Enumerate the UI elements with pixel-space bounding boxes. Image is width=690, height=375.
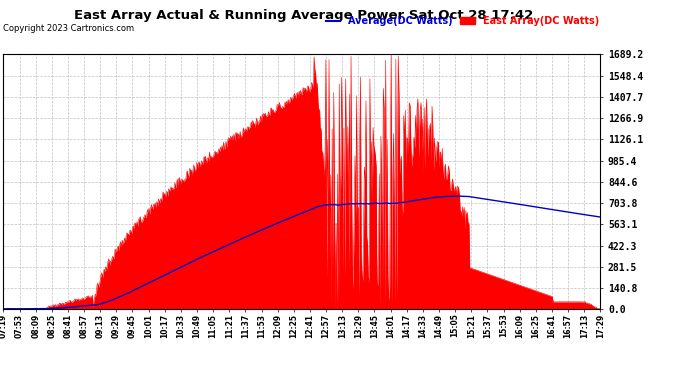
Legend: Average(DC Watts), East Array(DC Watts): Average(DC Watts), East Array(DC Watts)	[326, 16, 599, 26]
Text: East Array Actual & Running Average Power Sat Oct 28 17:42: East Array Actual & Running Average Powe…	[74, 9, 533, 22]
Text: Copyright 2023 Cartronics.com: Copyright 2023 Cartronics.com	[3, 24, 135, 33]
